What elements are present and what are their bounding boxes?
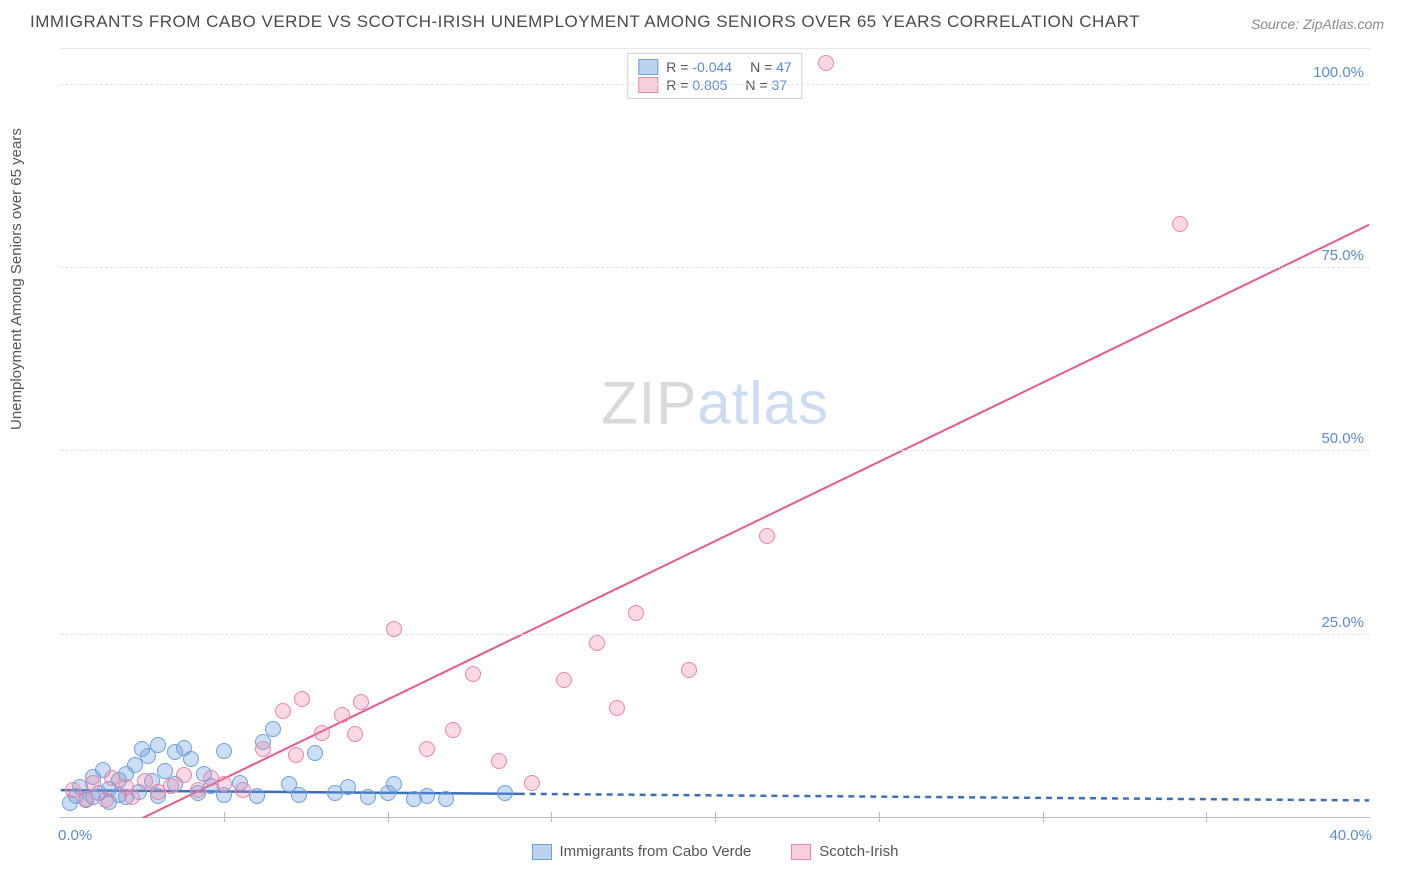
- legend-swatch: [638, 77, 658, 93]
- data-point: [216, 743, 232, 759]
- legend-series: Immigrants from Cabo Verde Scotch-Irish: [60, 843, 1370, 860]
- data-point: [291, 787, 307, 803]
- legend-series-label: Scotch-Irish: [819, 843, 898, 860]
- data-point: [681, 662, 697, 678]
- watermark: ZIPatlas: [601, 368, 829, 437]
- source-value: ZipAtlas.com: [1303, 16, 1384, 32]
- data-point: [176, 767, 192, 783]
- data-point: [307, 745, 323, 761]
- gridline-h: [60, 634, 1370, 635]
- y-tick-label: 100.0%: [1313, 64, 1364, 81]
- data-point: [386, 621, 402, 637]
- x-tick-label: 0.0%: [58, 827, 92, 844]
- legend-series-label: Immigrants from Cabo Verde: [560, 843, 752, 860]
- y-tick-label: 50.0%: [1321, 430, 1364, 447]
- data-point: [150, 737, 166, 753]
- x-minor-tick: [715, 812, 716, 822]
- gridline-h: [60, 84, 1370, 85]
- gridline-h: [60, 450, 1370, 451]
- data-point: [183, 751, 199, 767]
- plot-area: ZIPatlas R = -0.044 N = 47 R = 0.805 N = 37…: [60, 48, 1370, 818]
- data-point: [334, 707, 350, 723]
- data-point: [314, 725, 330, 741]
- data-point: [628, 605, 644, 621]
- data-point: [124, 789, 140, 805]
- x-minor-tick: [551, 812, 552, 822]
- y-axis-label: Unemployment Among Seniors over 65 years: [8, 128, 25, 430]
- gridline-h: [60, 267, 1370, 268]
- data-point: [589, 635, 605, 651]
- legend-series-item: Scotch-Irish: [791, 843, 898, 860]
- y-tick-label: 25.0%: [1321, 614, 1364, 631]
- watermark-atlas: atlas: [697, 369, 829, 436]
- data-point: [353, 694, 369, 710]
- chart-title: IMMIGRANTS FROM CABO VERDE VS SCOTCH-IRI…: [30, 12, 1140, 32]
- data-point: [609, 700, 625, 716]
- data-point: [235, 782, 251, 798]
- x-minor-tick: [388, 812, 389, 822]
- data-point: [419, 741, 435, 757]
- legend-correlation: R = -0.044 N = 47 R = 0.805 N = 37: [627, 53, 802, 99]
- data-point: [216, 776, 232, 792]
- data-point: [419, 788, 435, 804]
- data-point: [85, 775, 101, 791]
- data-point: [360, 789, 376, 805]
- data-point: [78, 791, 94, 807]
- legend-correlation-row: R = -0.044 N = 47: [638, 58, 791, 76]
- legend-swatch: [638, 59, 658, 75]
- data-point: [294, 691, 310, 707]
- legend-n: N = 37: [745, 77, 787, 93]
- data-point: [556, 672, 572, 688]
- regression-lines-layer: [60, 49, 1370, 818]
- legend-r: R = -0.044: [666, 59, 732, 75]
- source-attribution: Source: ZipAtlas.com: [1251, 16, 1384, 32]
- legend-n: N = 47: [750, 59, 792, 75]
- source-label: Source:: [1251, 16, 1303, 32]
- data-point: [340, 779, 356, 795]
- data-point: [465, 666, 481, 682]
- data-point: [386, 776, 402, 792]
- data-point: [497, 785, 513, 801]
- data-point: [255, 741, 271, 757]
- x-minor-tick: [224, 812, 225, 822]
- data-point: [288, 747, 304, 763]
- data-point: [347, 726, 363, 742]
- x-minor-tick: [1206, 812, 1207, 822]
- data-point: [438, 791, 454, 807]
- data-point: [818, 55, 834, 71]
- data-point: [265, 721, 281, 737]
- legend-correlation-row: R = 0.805 N = 37: [638, 76, 791, 94]
- regression-line: [519, 794, 1369, 801]
- x-minor-tick: [1043, 812, 1044, 822]
- y-tick-label: 75.0%: [1321, 247, 1364, 264]
- legend-swatch: [791, 844, 811, 860]
- data-point: [1172, 216, 1188, 232]
- legend-series-item: Immigrants from Cabo Verde: [532, 843, 752, 860]
- data-point: [190, 782, 206, 798]
- legend-r: R = 0.805: [666, 77, 727, 93]
- x-tick-label: 40.0%: [1329, 827, 1372, 844]
- data-point: [98, 792, 114, 808]
- watermark-zip: ZIP: [601, 369, 697, 436]
- data-point: [275, 703, 291, 719]
- legend-swatch: [532, 844, 552, 860]
- data-point: [445, 722, 461, 738]
- data-point: [524, 775, 540, 791]
- x-minor-tick: [879, 812, 880, 822]
- data-point: [759, 528, 775, 544]
- data-point: [491, 753, 507, 769]
